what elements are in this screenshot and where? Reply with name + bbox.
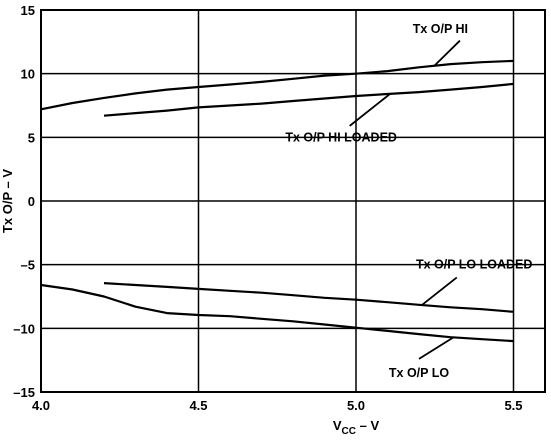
y-tick-label: –15 [13,385,35,400]
series-label: Tx O/P LO [389,366,449,380]
series-label: Tx O/P LO LOADED [416,258,532,272]
series-line [40,283,514,343]
y-tick-labels: 15 10 5 0 –5 –10 –15 [13,3,35,400]
series-line [103,82,514,117]
annotation-leader [418,336,455,360]
series-label: Tx O/P HI LOADED [285,130,397,144]
y-tick-label: –5 [21,258,35,273]
x-tick-label: 4.5 [189,398,207,413]
y-tick-label: 5 [28,130,35,145]
plot-frame [40,9,546,393]
y-tick-label: 15 [21,3,35,18]
y-tick-label: 10 [21,67,35,82]
annotation-leader [421,276,458,306]
annotation-leader [434,39,461,67]
x-axis-label-main: V [333,418,342,433]
x-axis-label-suffix: – V [356,418,379,433]
annotations: Tx O/P HI Tx O/P HI LOADED Tx O/P LO LOADE… [285,22,532,380]
y-tick-label: 0 [28,194,35,209]
grid [41,10,545,392]
x-axis-label: VCC – V [333,418,380,437]
y-axis-label: Tx O/P – V [0,169,15,233]
series-line [40,59,514,111]
x-tick-labels: 4.0 4.5 5.0 5.5 [32,398,523,413]
series-label: Tx O/P HI [413,22,468,36]
x-tick-label: 5.0 [347,398,365,413]
x-tick-label: 4.0 [32,398,50,413]
y-tick-label: –10 [13,321,35,336]
series-lines [40,59,514,343]
x-axis-label-sub: CC [342,426,356,437]
series-line [103,282,514,313]
x-tick-label: 5.5 [504,398,522,413]
annotation-leader [349,92,392,127]
